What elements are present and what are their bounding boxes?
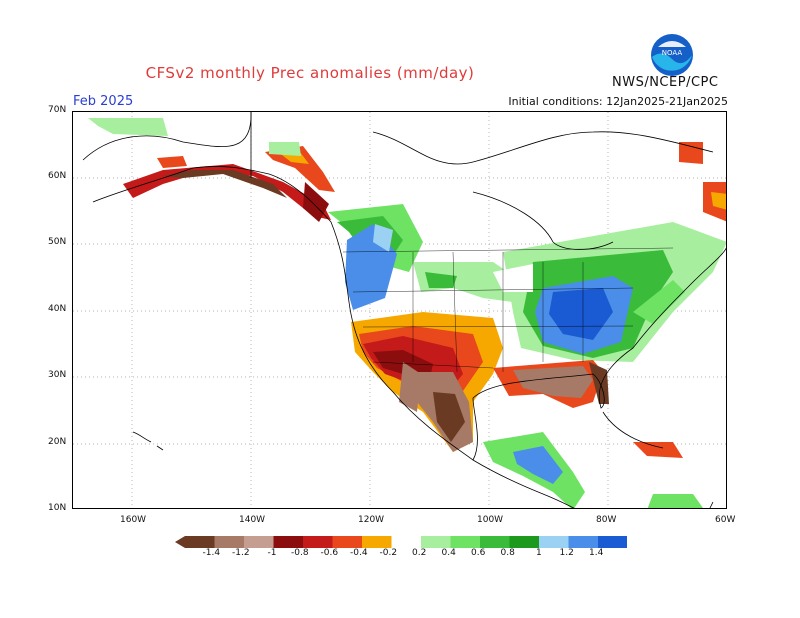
lon-label-160w: 160W [120, 515, 147, 525]
initial-conditions: Initial conditions: 12Jan2025-21Jan2025 [508, 95, 728, 108]
lat-label-60n: 60N [48, 171, 67, 181]
lat-label-20n: 20N [48, 437, 67, 447]
lon-label-140w: 140W [239, 515, 266, 525]
colorbar-cell [568, 536, 598, 548]
borders [342, 247, 674, 373]
colorbar-label: 0.2 [412, 548, 427, 558]
colorbar-cell [598, 536, 627, 548]
precip-anomaly-map [72, 111, 727, 509]
colorbar-cell [539, 536, 569, 548]
colorbar-cell [509, 536, 539, 548]
colorbar-label: 0.8 [500, 548, 515, 558]
lon-label-120w: 120W [358, 515, 385, 525]
colorbar-cell [273, 536, 303, 548]
lat-label-10n: 10N [48, 503, 67, 513]
colorbar-cell [244, 536, 274, 548]
colorbar-cell [185, 536, 215, 548]
colorbar-label: 0.4 [441, 548, 456, 558]
map-canvas [73, 112, 726, 508]
lon-label-60w: 60W [715, 515, 736, 525]
lat-label-40n: 40N [48, 304, 67, 314]
colorbar-cell [303, 536, 333, 548]
colorbar-cell [332, 536, 362, 548]
org-label: NWS/NCEP/CPC [612, 75, 719, 90]
colorbar-arrow-left [175, 536, 185, 548]
noaa-logo-icon: NOAA [651, 34, 693, 76]
lon-label-80w: 80W [596, 515, 617, 525]
colorbar-cell [214, 536, 244, 548]
colorbar-label: -0.2 [379, 548, 398, 558]
colorbar-label: -1.4 [202, 548, 221, 558]
colorbar-label: -1.2 [232, 548, 250, 558]
colorbar-label: 1.2 [559, 548, 574, 558]
forecast-month: Feb 2025 [73, 94, 134, 109]
colorbar-label: -0.4 [350, 548, 368, 558]
colorbar-cell [391, 536, 421, 548]
lon-label-100w: 100W [477, 515, 504, 525]
colorbar-label: 1.4 [589, 548, 604, 558]
lat-label-50n: 50N [48, 237, 67, 247]
colorbar-label: 1 [536, 548, 542, 558]
coastlines [82, 112, 726, 508]
map-title: CFSv2 monthly Prec anomalies (mm/day) [145, 64, 475, 82]
colorbar-cell [450, 536, 480, 548]
colorbar-cell [480, 536, 510, 548]
lat-label-70n: 70N [48, 105, 67, 115]
colorbar-label: -0.6 [320, 548, 339, 558]
lat-label-30n: 30N [48, 370, 67, 380]
colorbar-label: -1 [267, 548, 277, 558]
colorbar [175, 536, 627, 548]
colorbar-label: 0.6 [471, 548, 486, 558]
colorbar-cell [421, 536, 451, 548]
noaa-logo-text: NOAA [662, 49, 683, 57]
colorbar-label: -0.8 [291, 548, 309, 558]
colorbar-cell [362, 536, 392, 548]
